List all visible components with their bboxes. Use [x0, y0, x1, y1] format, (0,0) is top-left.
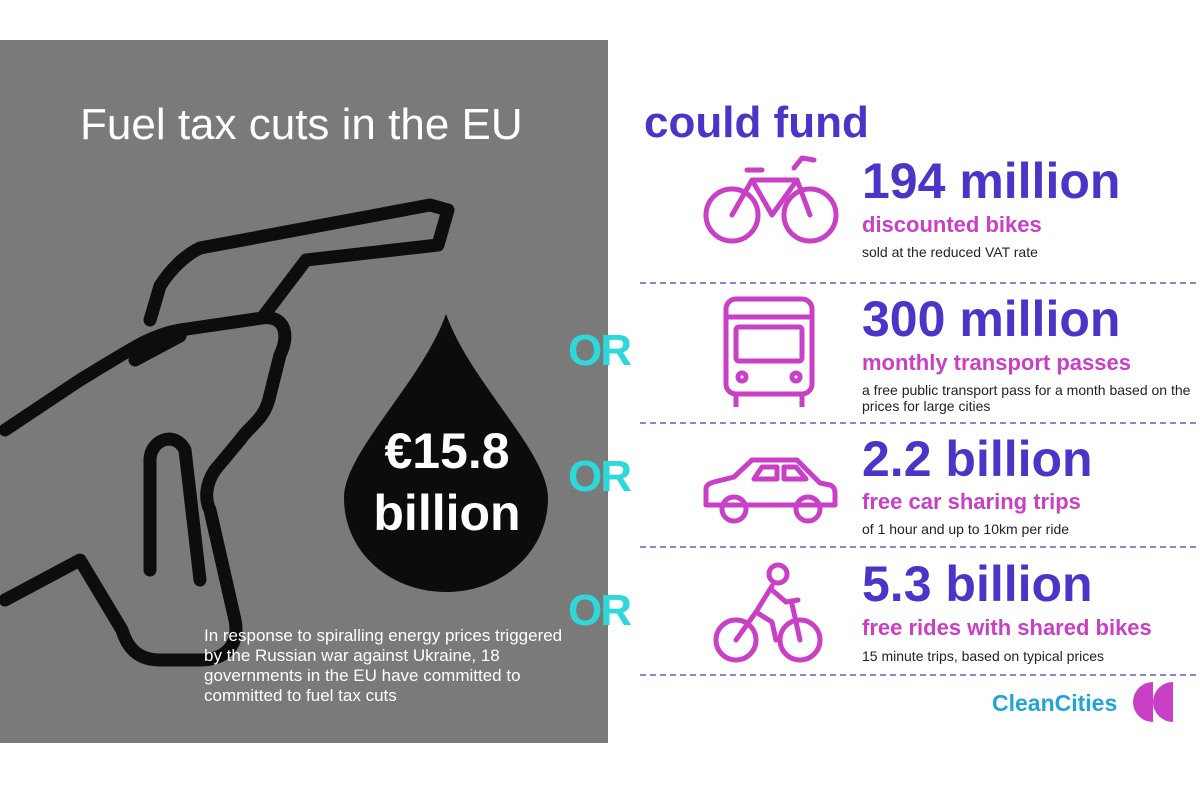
or-separator: OR: [568, 586, 632, 635]
option-amount: 2.2 billion: [862, 431, 1093, 487]
headline: Fuel tax cuts in the EU: [80, 100, 523, 149]
cyclist-icon: [713, 562, 823, 663]
cleancities-logo-icon: [1133, 682, 1173, 722]
option-label: free car sharing trips: [862, 489, 1081, 514]
or-separator: OR: [568, 452, 632, 501]
divider: [640, 282, 1196, 284]
option-label: discounted bikes: [862, 212, 1042, 237]
option-label: monthly transport passes: [862, 350, 1131, 375]
option-detail: sold at the reduced VAT rate: [862, 244, 1038, 260]
fuel-nozzle-icon: [0, 198, 455, 667]
amount-value: €15.8: [384, 423, 510, 479]
divider: [640, 674, 1196, 676]
could-fund-heading: could fund: [644, 98, 869, 147]
car-icon: [703, 457, 838, 524]
or-separator: OR: [568, 326, 632, 375]
amount-unit: billion: [373, 485, 521, 541]
option-detail: 15 minute trips, based on typical prices: [862, 648, 1105, 664]
option-amount: 194 million: [862, 153, 1121, 209]
left-panel: [0, 40, 608, 743]
total-amount: €15.8 billion: [352, 420, 542, 544]
divider: [640, 546, 1196, 548]
option-detail: of 1 hour and up to 10km per ride: [862, 521, 1070, 537]
brand-logo-text: CleanCities: [992, 690, 1118, 716]
option-label: free rides with shared bikes: [862, 615, 1152, 640]
oil-drop-icon: [344, 314, 548, 592]
caption: In response to spiralling energy prices …: [204, 626, 563, 705]
bicycle-icon: [703, 155, 839, 244]
bus-icon: [723, 296, 815, 407]
divider: [640, 422, 1196, 424]
option-amount: 300 million: [862, 291, 1121, 347]
option-amount: 5.3 billion: [862, 556, 1093, 612]
option-detail: a free public transport pass for a month…: [862, 382, 1191, 414]
